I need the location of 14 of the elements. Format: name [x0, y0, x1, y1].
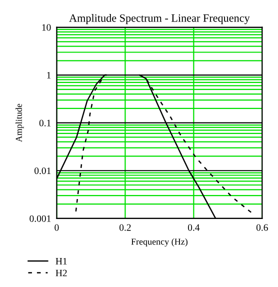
legend-label: H1: [56, 258, 67, 264]
x-tick-label: 0.6: [256, 224, 268, 231]
y-tick-label: 1: [47, 72, 51, 78]
y-tick-label: 0.001: [30, 215, 51, 222]
y-tick-label: 0.1: [39, 120, 51, 126]
x-axis-title: Frequency (Hz): [131, 238, 188, 247]
legend-label: H2: [56, 270, 67, 276]
x-tick-label: 0.4: [188, 224, 200, 231]
x-tick-label: 0: [54, 224, 59, 231]
y-tick-label: 0.01: [34, 168, 51, 174]
x-tick-label: 0.2: [119, 224, 131, 231]
y-axis-title: Amplitude: [16, 104, 24, 142]
chart-title: Amplitude Spectrum - Linear Frequency: [69, 14, 250, 24]
y-tick-label: 10: [42, 24, 51, 31]
